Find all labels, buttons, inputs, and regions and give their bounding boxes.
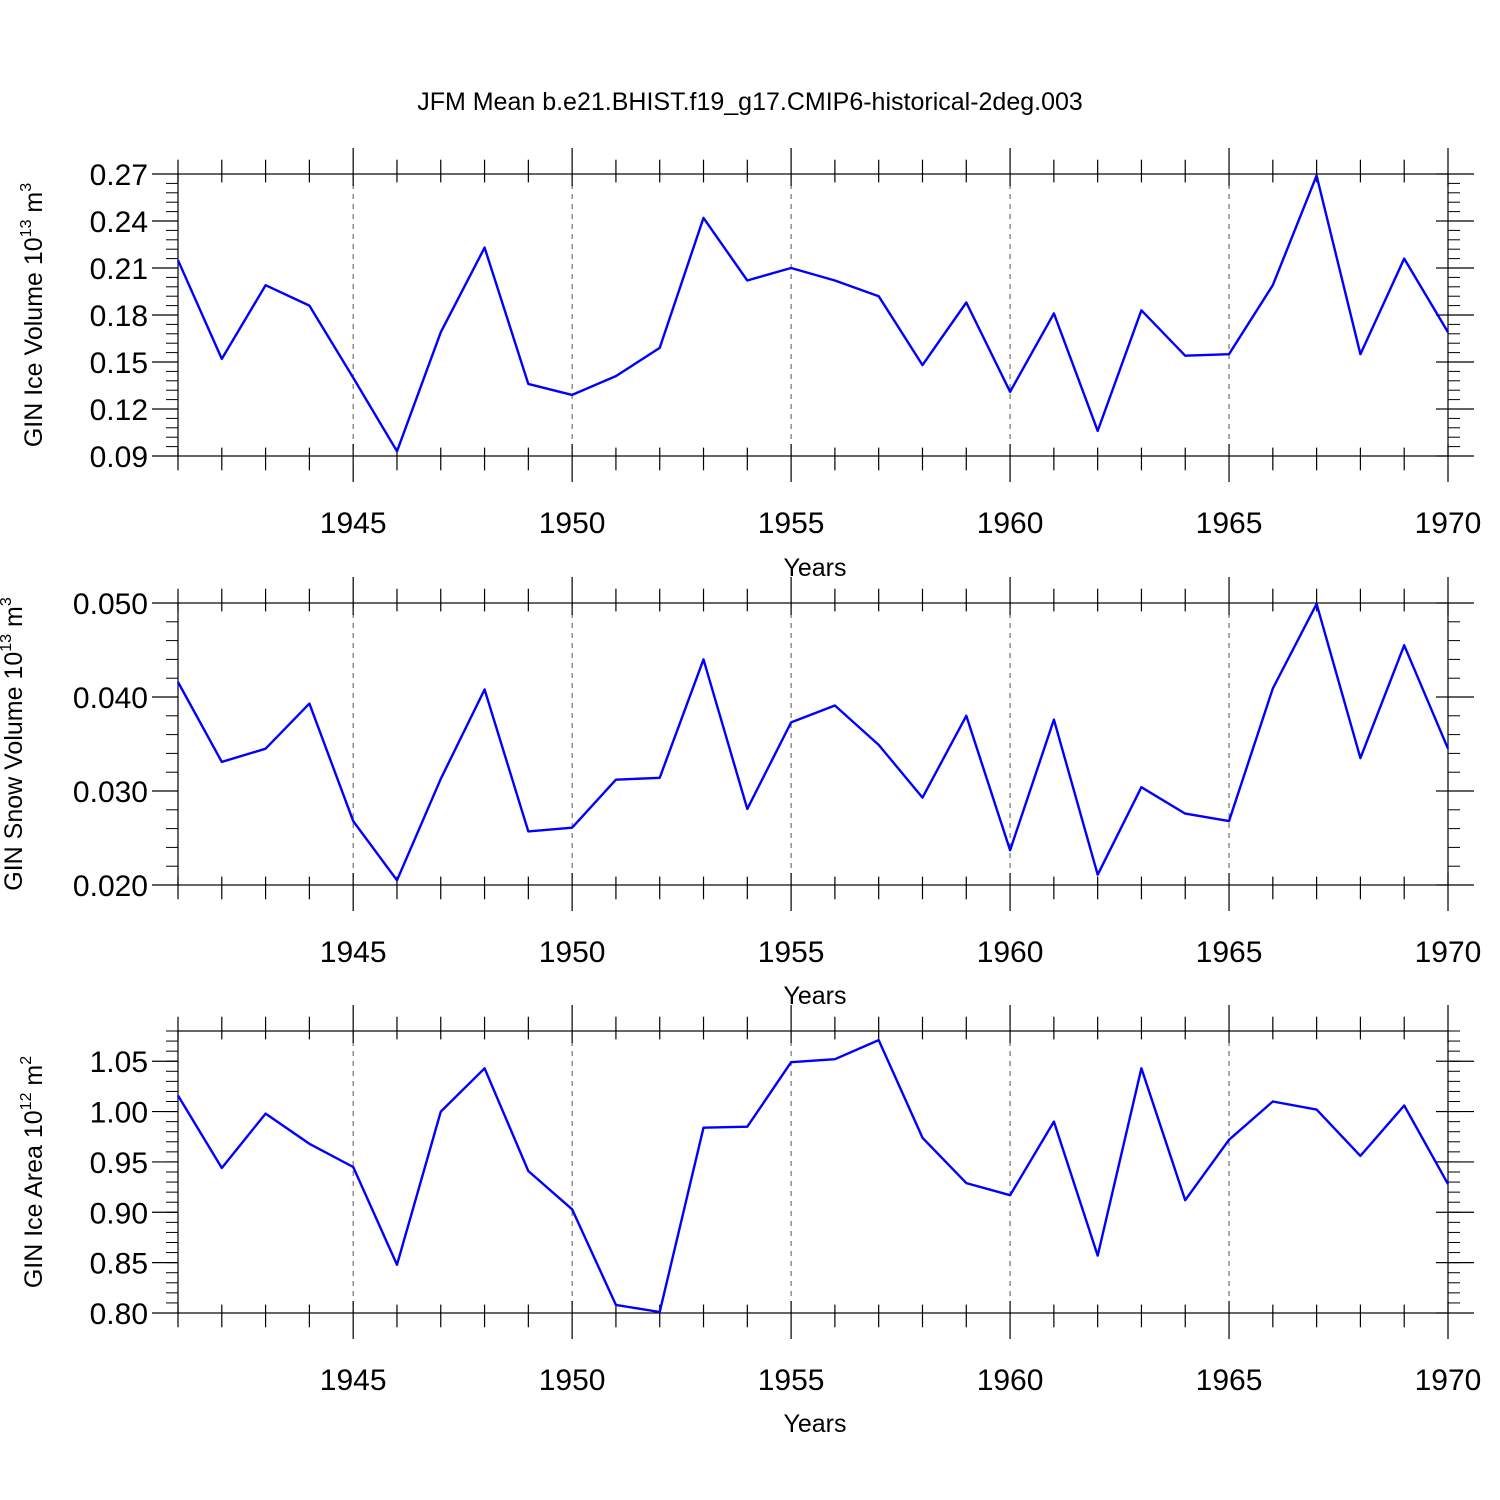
- x-tick-label: 1960: [977, 1364, 1044, 1397]
- y-tick-label: 0.27: [90, 159, 148, 192]
- x-tick-label: 1945: [320, 507, 387, 540]
- y-tick-labels: 0.09 0.12 0.15 0.18 0.21 0.24 0.27: [90, 159, 148, 474]
- x-axis-title: Years: [783, 554, 846, 582]
- y-tick-label: 0.020: [73, 870, 148, 903]
- y-tick-label: 0.040: [73, 682, 148, 715]
- y-tick-label: 1.00: [90, 1097, 148, 1130]
- axis-ticks: [152, 1005, 1474, 1339]
- axis-ticks: [152, 577, 1474, 911]
- y-tick-label: 0.15: [90, 347, 148, 380]
- y-tick-label: 0.09: [90, 441, 148, 474]
- x-tick-label: 1945: [320, 936, 387, 969]
- y-tick-labels: 0.80 0.85 0.90 0.95 1.00 1.05: [90, 1046, 148, 1331]
- plot-frame: [177, 602, 1449, 886]
- x-tick-label: 1970: [1415, 1364, 1482, 1397]
- y-tick-label: 0.80: [90, 1298, 148, 1331]
- x-tick-label: 1960: [977, 507, 1044, 540]
- series-line-ice-volume: [176, 174, 1450, 453]
- x-axis-title: Years: [783, 982, 846, 1010]
- y-axis-title: GIN Snow Volume 1013 m3: [0, 597, 28, 891]
- y-tick-label: 0.12: [90, 394, 148, 427]
- y-tick-label: 0.24: [90, 206, 148, 239]
- x-tick-label: 1950: [539, 507, 606, 540]
- plot-frame: [177, 1030, 1449, 1314]
- x-tick-label: 1965: [1196, 936, 1263, 969]
- grid-lines: [352, 174, 1230, 456]
- x-tick-labels: 1945 1950 1955 1960 1965 1970: [320, 507, 1482, 540]
- x-tick-label: 1950: [539, 1364, 606, 1397]
- y-tick-label: 0.18: [90, 300, 148, 333]
- panel-snow-volume: 0.020 0.030 0.040 0.050 1945 1950 1955 1960 196…: [0, 577, 1481, 1010]
- series-line-snow-volume: [176, 602, 1450, 882]
- y-tick-label: 0.85: [90, 1248, 148, 1281]
- y-tick-label: 0.030: [73, 776, 148, 809]
- plot-frame: [177, 173, 1449, 457]
- y-tick-label: 0.050: [73, 588, 148, 621]
- x-tick-label: 1960: [977, 936, 1044, 969]
- x-tick-label: 1965: [1196, 1364, 1263, 1397]
- panel-ice-volume: 0.09 0.12 0.15 0.18 0.21 0.24 0.27 1945 1950 195…: [18, 148, 1481, 582]
- series-line-ice-area: [176, 1038, 1450, 1314]
- y-tick-labels: 0.020 0.030 0.040 0.050: [73, 588, 148, 903]
- axis-ticks: [152, 148, 1474, 482]
- x-tick-label: 1955: [758, 936, 825, 969]
- y-axis-title: GIN Ice Area 1012 m2: [18, 1056, 48, 1288]
- x-tick-labels: 1945 1950 1955 1960 1965 1970: [320, 1364, 1482, 1397]
- grid-lines: [352, 603, 1230, 885]
- x-tick-label: 1955: [758, 507, 825, 540]
- y-axis-title: GIN Ice Volume 1013 m3: [18, 183, 48, 447]
- y-tick-label: 0.21: [90, 253, 148, 286]
- x-tick-label: 1970: [1415, 507, 1482, 540]
- panel-ice-area: 0.80 0.85 0.90 0.95 1.00 1.05 1945 1950 1955 196…: [18, 1005, 1481, 1438]
- x-tick-label: 1955: [758, 1364, 825, 1397]
- x-tick-label: 1965: [1196, 507, 1263, 540]
- y-tick-label: 0.95: [90, 1147, 148, 1180]
- x-axis-title: Years: [783, 1410, 846, 1438]
- x-tick-label: 1945: [320, 1364, 387, 1397]
- grid-lines: [352, 1031, 1230, 1313]
- x-tick-labels: 1945 1950 1955 1960 1965 1970: [320, 936, 1482, 969]
- y-tick-label: 1.05: [90, 1046, 148, 1079]
- y-tick-label: 0.90: [90, 1197, 148, 1230]
- x-tick-label: 1950: [539, 936, 606, 969]
- x-tick-label: 1970: [1415, 936, 1482, 969]
- figure-title: JFM Mean b.e21.BHIST.f19_g17.CMIP6-histo…: [417, 88, 1083, 116]
